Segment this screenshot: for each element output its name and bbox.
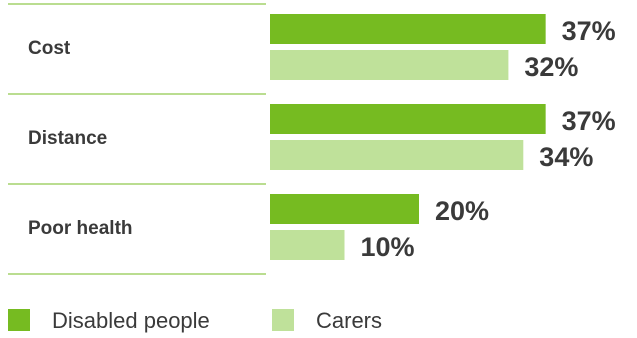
legend-label-disabled-people: Disabled people bbox=[52, 308, 210, 333]
value-labels: 37% 32% 37% 34% 20% 10% bbox=[361, 16, 616, 262]
value-label-distance-carers: 34% bbox=[539, 142, 593, 172]
bar-distance-carers bbox=[270, 140, 524, 170]
category-labels: Cost Distance Poor health bbox=[28, 38, 133, 239]
bars bbox=[270, 14, 546, 260]
value-label-poor-health-carers: 10% bbox=[361, 232, 415, 262]
bar-cost-disabled-people bbox=[270, 14, 546, 44]
bar-cost-carers bbox=[270, 50, 509, 80]
bar-poor-health-carers bbox=[270, 230, 345, 260]
value-label-cost-disabled-people: 37% bbox=[562, 16, 616, 46]
value-label-cost-carers: 32% bbox=[524, 52, 578, 82]
category-label-cost: Cost bbox=[28, 38, 71, 59]
legend-label-carers: Carers bbox=[316, 308, 382, 333]
value-label-distance-disabled-people: 37% bbox=[562, 106, 616, 136]
legend-swatch-carers bbox=[272, 309, 294, 331]
legend: Disabled people Carers bbox=[8, 308, 382, 333]
bar-poor-health-disabled-people bbox=[270, 194, 419, 224]
category-dividers bbox=[8, 3, 266, 275]
category-label-poor-health: Poor health bbox=[28, 218, 133, 239]
value-label-poor-health-disabled-people: 20% bbox=[435, 196, 489, 226]
bar-distance-disabled-people bbox=[270, 104, 546, 134]
legend-swatch-disabled-people bbox=[8, 309, 30, 331]
category-label-distance: Distance bbox=[28, 128, 107, 149]
